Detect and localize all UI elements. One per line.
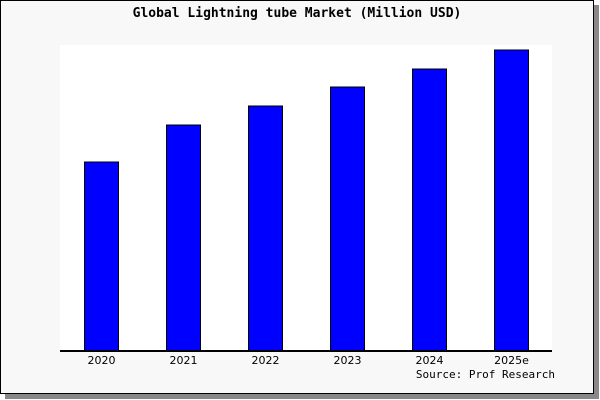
x-tick-label: 2023 — [334, 354, 362, 367]
x-tick-label: 2022 — [252, 354, 280, 367]
bar-2020 — [84, 161, 119, 352]
plot-area — [60, 45, 552, 351]
bar-2022 — [248, 105, 283, 352]
x-tick-label: 2021 — [170, 354, 198, 367]
source-note: Source: Prof Research — [415, 368, 555, 381]
x-tick-label: 2025e — [494, 354, 529, 367]
x-tick-label: 2024 — [416, 354, 444, 367]
bar-2024 — [412, 68, 447, 352]
bar-2023 — [330, 86, 365, 352]
bar-2025e — [494, 49, 529, 352]
x-tick-label: 2020 — [88, 354, 116, 367]
bar-2021 — [166, 124, 201, 352]
chart-title: Global Lightning tube Market (Million US… — [132, 6, 462, 21]
